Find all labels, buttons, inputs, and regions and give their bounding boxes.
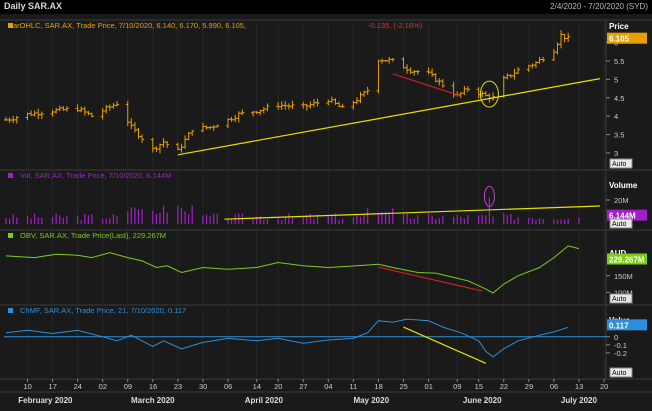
volume-last-value: 6.144M xyxy=(609,212,636,221)
x-month-label: March 2020 xyxy=(131,396,175,405)
obv-line xyxy=(5,245,580,294)
x-month-label: February 2020 xyxy=(18,396,73,405)
obv-downtrend-line xyxy=(378,266,483,292)
price-tick-label: 5.5 xyxy=(614,57,624,66)
x-tick-label: 15 xyxy=(475,382,483,391)
grid-lines xyxy=(26,20,605,379)
auto-button[interactable] xyxy=(609,218,633,229)
x-month-label: July 2020 xyxy=(561,396,598,405)
auto-button-label: Auto xyxy=(612,221,627,228)
cmf-legend-swatch xyxy=(8,308,13,313)
price-downtrend-line xyxy=(392,73,461,97)
obv-axis-title: AUD xyxy=(609,249,627,258)
x-month-label: May 2020 xyxy=(353,396,389,405)
price-last-value-box xyxy=(607,32,647,44)
x-tick-label: 25 xyxy=(399,382,407,391)
obv-legend: OBV, SAR.AX, Trade Price(Last), 229.267M xyxy=(20,231,166,240)
volume-last-value-box xyxy=(607,209,647,221)
ohlc-bars xyxy=(4,30,571,154)
volume-legend: Vol, SAR.AX, Trade Price, 7/10/2020, 6.1… xyxy=(20,171,171,180)
obv-legend-swatch xyxy=(8,233,13,238)
x-tick-label: 16 xyxy=(149,382,157,391)
price-legend-change: -0.135, (-2.16%) xyxy=(368,21,423,30)
volume-trendline xyxy=(224,205,601,220)
auto-button-label: Auto xyxy=(612,161,627,168)
cmf-tick-label: 0 xyxy=(614,333,618,342)
x-tick-label: 02 xyxy=(99,382,107,391)
price-legend: BarOHLC, SAR.AX, Trade Price, 7/10/2020,… xyxy=(8,21,246,30)
x-tick-label: 06 xyxy=(550,382,558,391)
x-tick-label: 23 xyxy=(174,382,182,391)
obv-last-value-box xyxy=(607,253,647,265)
x-month-label: June 2020 xyxy=(463,396,502,405)
x-tick-label: 18 xyxy=(374,382,382,391)
volume-axis-title: Volume xyxy=(609,181,638,190)
price-tick-label: 5 xyxy=(614,75,618,84)
cmf-line xyxy=(5,318,569,358)
volume-tick-label: 20M xyxy=(614,196,629,205)
cmf-last-value-box xyxy=(607,319,647,331)
auto-button-label: Auto xyxy=(612,296,627,303)
x-tick-label: 01 xyxy=(425,382,433,391)
cmf-tick-label: -0.1 xyxy=(614,341,627,350)
x-tick-label: 06 xyxy=(224,382,232,391)
x-tick-label: 20 xyxy=(600,382,608,391)
x-tick-label: 29 xyxy=(525,382,533,391)
auto-button[interactable] xyxy=(609,293,633,304)
price-tick-label: 4 xyxy=(614,112,618,121)
price-tick-label: 4.5 xyxy=(614,94,624,103)
x-tick-label: 04 xyxy=(324,382,332,391)
x-tick-label: 20 xyxy=(274,382,282,391)
cmf-legend: ChMF, SAR.AX, Trade Price, 21, 7/10/2020… xyxy=(20,306,186,315)
x-tick-label: 30 xyxy=(199,382,207,391)
price-last-value: 6.105 xyxy=(609,35,630,44)
cmf-last-value: 0.117 xyxy=(609,321,629,330)
cmf-downtrend-line xyxy=(403,326,487,364)
obv-tick-label: 150M xyxy=(614,272,633,281)
x-tick-label: 22 xyxy=(500,382,508,391)
obv-last-value: 229.267M xyxy=(609,256,645,265)
x-month-label: April 2020 xyxy=(245,396,284,405)
x-tick-label: 09 xyxy=(453,382,461,391)
x-tick-label: 13 xyxy=(575,382,583,391)
auto-button[interactable] xyxy=(609,367,633,378)
x-tick-label: 17 xyxy=(49,382,57,391)
volume-legend-swatch xyxy=(8,173,13,178)
price-trendline xyxy=(177,78,601,156)
chart-frame xyxy=(0,14,652,411)
price-highlight-circle xyxy=(479,80,499,108)
chart-title: Daily SAR.AX xyxy=(4,1,63,11)
x-tick-label: 27 xyxy=(299,382,307,391)
price-legend-swatch xyxy=(8,23,13,28)
price-tick-label: 3 xyxy=(614,149,618,158)
volume-bars xyxy=(5,197,580,224)
x-tick-label: 24 xyxy=(74,382,82,391)
x-tick-label: 10 xyxy=(23,382,31,391)
x-axis: 10 17 24 02 09 16 23 30 06 14 20 27 04 11 18 25 01 09 15 22… xyxy=(0,379,652,405)
price-tick-label: 3.5 xyxy=(614,131,624,140)
cmf-tick-label: -0.2 xyxy=(614,349,627,358)
top-bar: Daily SAR.AX 2/4/2020 - 7/20/2020 (SYD) xyxy=(0,0,652,14)
volume-highlight-circle xyxy=(483,185,495,207)
x-tick-label: 09 xyxy=(124,382,132,391)
x-tick-label: 11 xyxy=(349,382,357,391)
date-range: 2/4/2020 - 7/20/2020 (SYD) xyxy=(550,2,648,11)
auto-button-label: Auto xyxy=(612,370,627,377)
auto-button[interactable] xyxy=(609,158,633,169)
price-axis-title: Price xyxy=(609,22,629,31)
x-tick-label: 14 xyxy=(253,382,261,391)
obv-tick-label: 100M xyxy=(614,288,633,297)
